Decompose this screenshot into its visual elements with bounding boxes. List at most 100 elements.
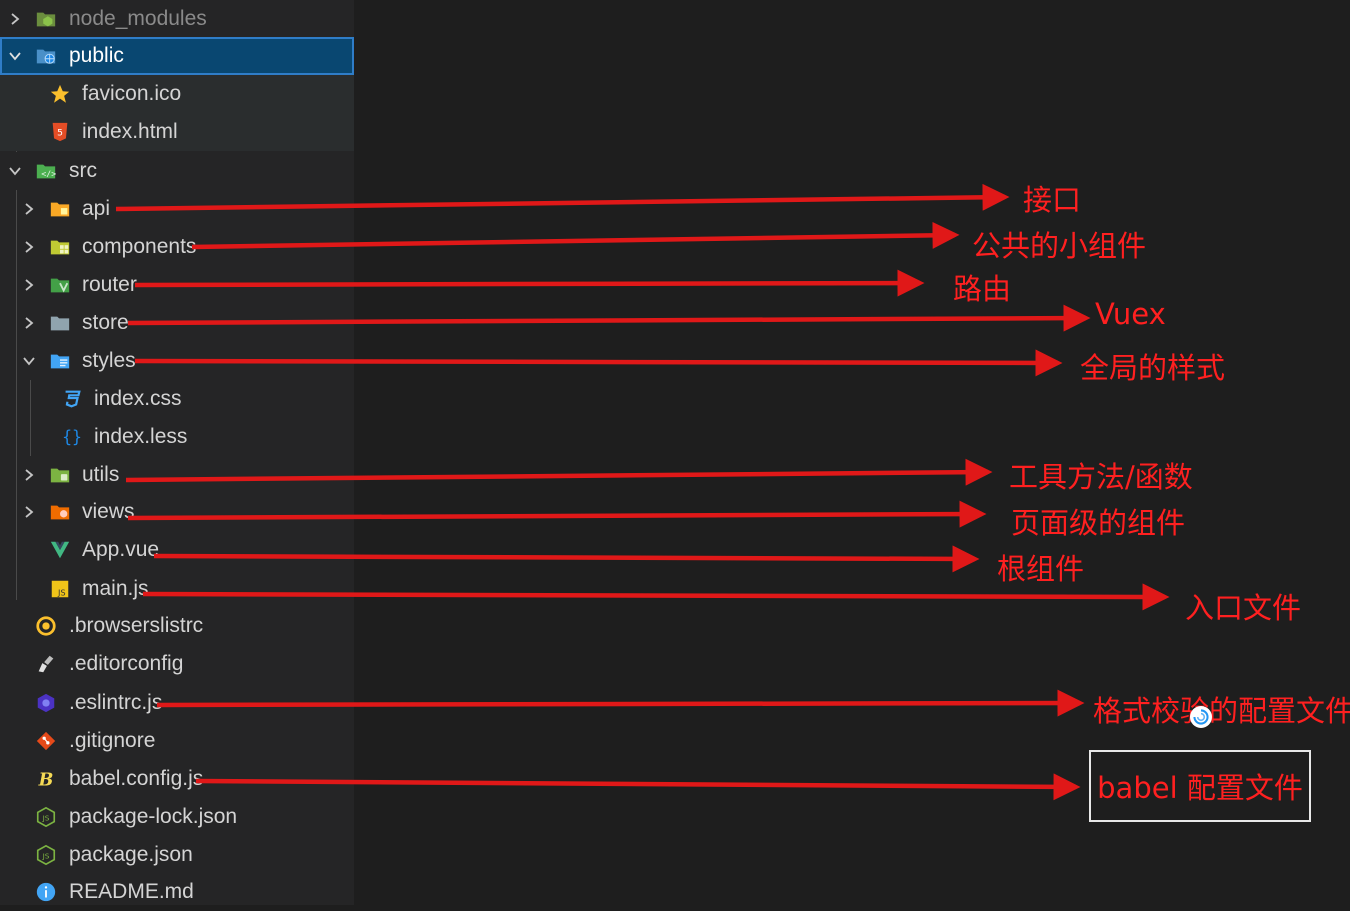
tree-item-label: src xyxy=(69,159,97,182)
tree-item-readme[interactable]: README.md xyxy=(0,873,354,911)
tree-item-label: components xyxy=(82,235,197,258)
less-file-icon: {} xyxy=(60,425,84,449)
tree-item-index-less[interactable]: {} index.less xyxy=(0,418,354,456)
tree-item-label: .editorconfig xyxy=(69,652,184,675)
tree-item-label: node_modules xyxy=(69,7,207,30)
tree-item-package-json[interactable]: JS package.json xyxy=(0,836,354,874)
tree-item-label: README.md xyxy=(69,880,194,903)
tree-item-router[interactable]: router xyxy=(0,266,354,304)
tree-item-label: .eslintrc.js xyxy=(69,691,163,714)
info-icon xyxy=(34,880,58,904)
tree-item-label: babel.config.js xyxy=(69,767,204,790)
annotation-styles: 全局的样式 xyxy=(1080,351,1226,385)
tree-item-label: .gitignore xyxy=(69,729,156,752)
tree-item-label: main.js xyxy=(82,577,149,600)
annotation-api: 接口 xyxy=(1023,183,1082,217)
svg-text:JS: JS xyxy=(57,587,66,597)
src-folder-icon: </> xyxy=(34,159,58,183)
html5-file-icon: 5 xyxy=(48,120,72,144)
svg-text:{}: {} xyxy=(62,428,82,447)
chevron-right-icon[interactable] xyxy=(20,503,38,521)
annotation-babel: babel 配置文件 xyxy=(1097,771,1303,805)
tree-item-main-js[interactable]: JS main.js xyxy=(0,570,354,608)
chevron-right-icon[interactable] xyxy=(6,10,24,28)
tree-item-views[interactable]: views xyxy=(0,493,354,531)
tree-item-index-css[interactable]: index.css xyxy=(0,380,354,418)
tree-item-babel-config[interactable]: B babel.config.js xyxy=(0,760,354,798)
git-icon xyxy=(34,729,58,753)
api-folder-icon xyxy=(48,197,72,221)
tree-item-label: store xyxy=(82,311,129,334)
file-explorer: node_modules public favicon.ico 5 index.… xyxy=(0,0,354,905)
chevron-right-icon[interactable] xyxy=(20,276,38,294)
js-file-icon: JS xyxy=(48,577,72,601)
chevron-right-icon[interactable] xyxy=(20,238,38,256)
annotation-store: Vuex xyxy=(1095,297,1166,331)
tree-item-api[interactable]: api xyxy=(0,190,354,228)
tree-item-package-lock[interactable]: JS package-lock.json xyxy=(0,798,354,836)
svg-text:</>: </> xyxy=(41,169,56,179)
tree-item-label: package.json xyxy=(69,843,193,866)
annotation-components: 公共的小组件 xyxy=(972,229,1147,263)
browserslist-icon xyxy=(34,614,58,638)
svg-text:5: 5 xyxy=(57,128,63,139)
editorconfig-icon xyxy=(34,652,58,676)
tree-item-label: public xyxy=(69,44,124,67)
tree-item-favicon[interactable]: favicon.ico xyxy=(0,75,354,113)
chevron-down-icon[interactable] xyxy=(6,47,24,65)
vue-file-icon xyxy=(48,538,72,562)
annotation-eslintrc: 格式校验的配置文件 xyxy=(1093,694,1350,728)
annotation-utils: 工具方法/函数 xyxy=(1009,460,1193,494)
tree-item-eslintrc[interactable]: .eslintrc.js xyxy=(0,684,354,722)
loading-cursor-icon xyxy=(1190,706,1212,728)
chevron-right-icon[interactable] xyxy=(20,314,38,332)
chevron-right-icon[interactable] xyxy=(20,466,38,484)
tree-item-components[interactable]: components xyxy=(0,228,354,266)
tree-item-gitignore[interactable]: .gitignore xyxy=(0,722,354,760)
svg-text:JS: JS xyxy=(42,852,50,861)
store-folder-icon xyxy=(48,311,72,335)
tree-item-node-modules[interactable]: node_modules xyxy=(0,0,354,38)
tree-item-label: utils xyxy=(82,463,120,486)
tree-item-src[interactable]: </> src xyxy=(0,152,354,190)
tree-item-label: package-lock.json xyxy=(69,805,238,828)
favicon-star-icon xyxy=(48,82,72,106)
tree-item-label: router xyxy=(82,273,137,296)
utils-folder-icon xyxy=(48,463,72,487)
nodejs-icon: JS xyxy=(34,843,58,867)
annotation-app-vue: 根组件 xyxy=(997,552,1085,586)
tree-item-app-vue[interactable]: App.vue xyxy=(0,531,354,569)
annotation-views: 页面级的组件 xyxy=(1011,506,1186,540)
router-folder-icon xyxy=(48,273,72,297)
tree-item-label: index.html xyxy=(82,120,178,143)
tree-item-store[interactable]: store xyxy=(0,304,354,342)
views-folder-icon xyxy=(48,500,72,524)
tree-item-label: App.vue xyxy=(82,538,160,561)
chevron-right-icon[interactable] xyxy=(20,200,38,218)
tree-item-label: views xyxy=(82,500,135,523)
chevron-down-icon[interactable] xyxy=(20,352,38,370)
tree-item-public[interactable]: public xyxy=(0,37,354,75)
svg-text:JS: JS xyxy=(42,814,50,823)
tree-item-styles[interactable]: styles xyxy=(0,342,354,380)
tree-item-label: api xyxy=(82,197,111,220)
styles-folder-icon xyxy=(48,349,72,373)
tree-item-label: index.less xyxy=(94,425,188,448)
components-folder-icon xyxy=(48,235,72,259)
babel-icon: B xyxy=(34,767,58,791)
annotation-babel-box: babel 配置文件 xyxy=(1089,750,1311,822)
tree-item-editorconfig[interactable]: .editorconfig xyxy=(0,645,354,683)
tree-item-utils[interactable]: utils xyxy=(0,456,354,494)
tree-item-browserslistrc[interactable]: .browserslistrc xyxy=(0,607,354,645)
annotation-router: 路由 xyxy=(953,272,1012,306)
css3-file-icon xyxy=(60,387,84,411)
tree-item-label: favicon.ico xyxy=(82,82,182,105)
tree-item-index-html[interactable]: 5 index.html xyxy=(0,113,354,151)
public-folder-icon xyxy=(34,44,58,68)
tree-item-label: styles xyxy=(82,349,136,372)
chevron-down-icon[interactable] xyxy=(6,162,24,180)
node-folder-icon xyxy=(34,7,58,31)
svg-text:B: B xyxy=(38,770,54,790)
annotation-main-js: 入口文件 xyxy=(1185,591,1302,625)
eslint-icon xyxy=(34,691,58,715)
